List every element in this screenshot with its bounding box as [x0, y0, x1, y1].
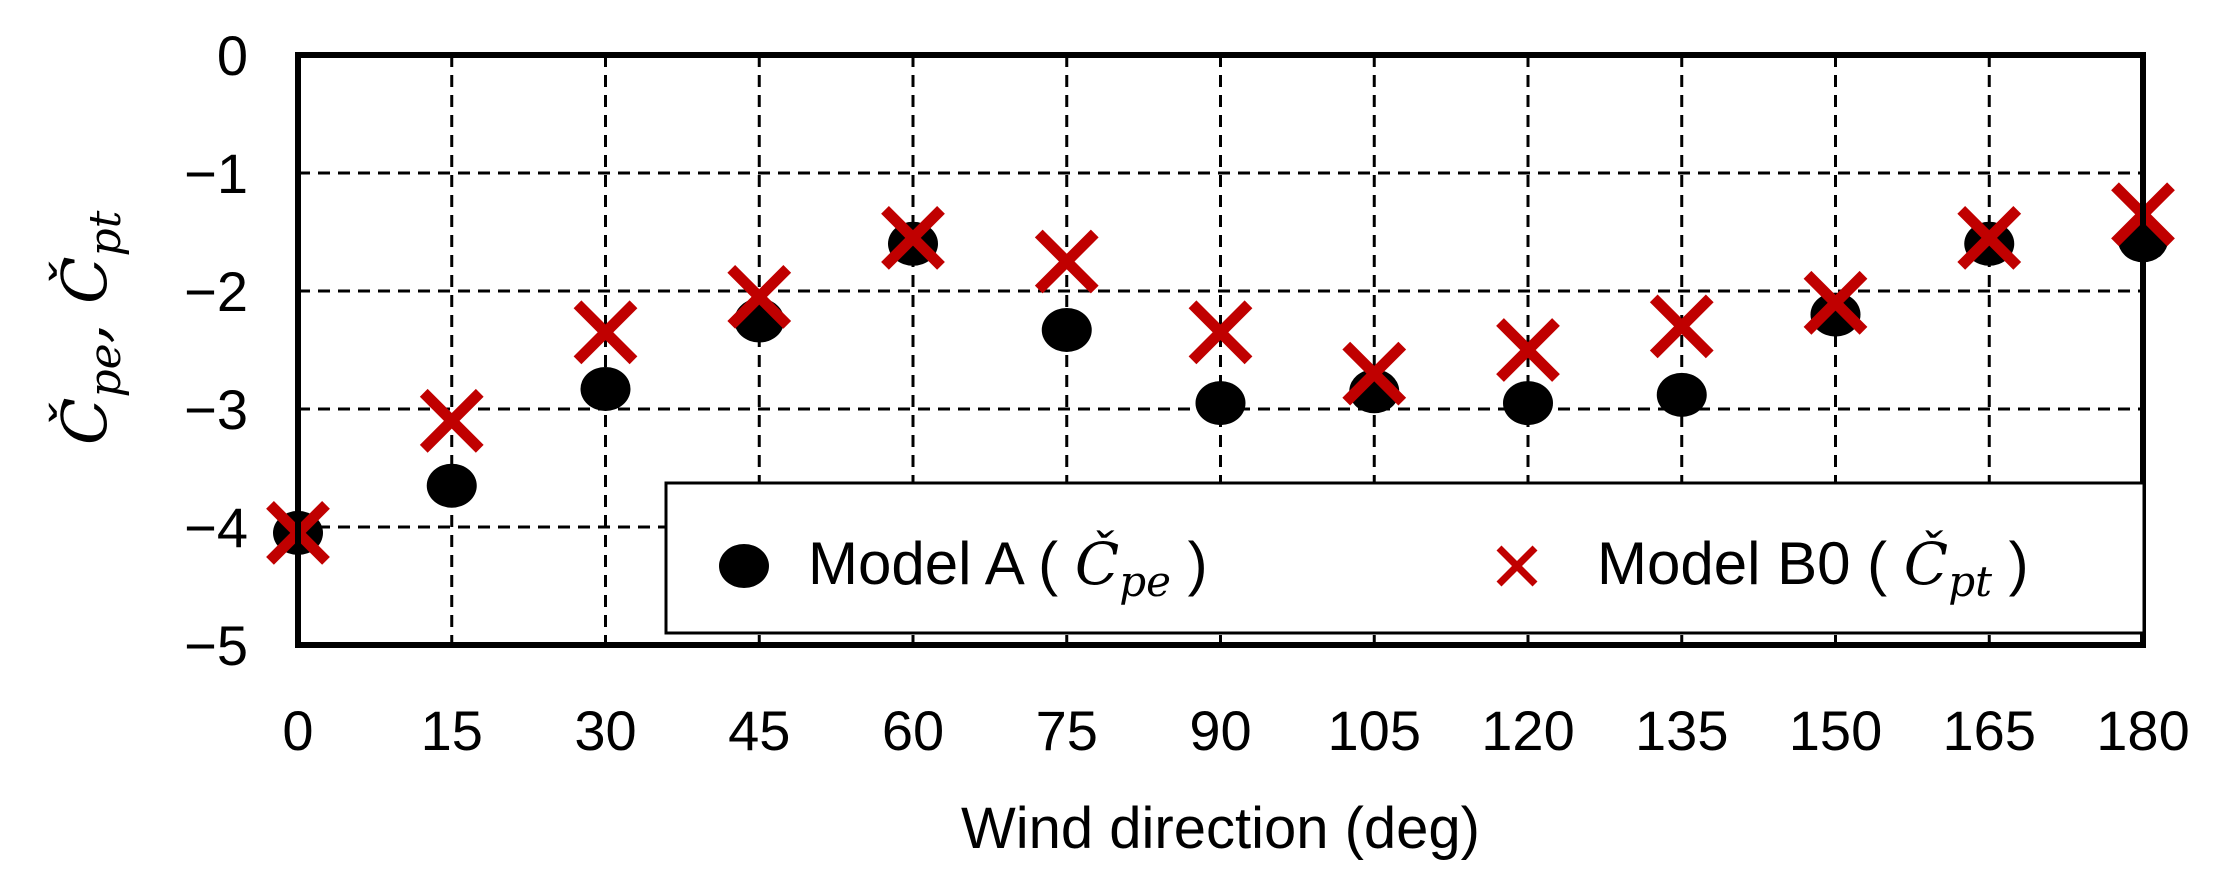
- y-tick-label: −5: [184, 614, 248, 677]
- y-axis-title-c2-sub: pt: [80, 210, 131, 256]
- x-tick-label: 15: [421, 699, 483, 762]
- legend: Model A ( Čpe ) Model B0 ( Čpt ): [664, 481, 2146, 635]
- x-tick-label: 105: [1328, 699, 1421, 762]
- point-model-b0: [1957, 206, 2022, 270]
- data-markers: [266, 182, 2175, 565]
- x-tick-label: 180: [2096, 699, 2189, 762]
- y-tick-label: −2: [184, 260, 248, 323]
- point-model-b0: [1034, 229, 1099, 294]
- y-tick-labels: 0 −1 −2 −3 −4 −5: [184, 24, 248, 677]
- x-tick-label: 135: [1635, 699, 1728, 762]
- svg-text:Čpe, Čpt: Čpe, Čpt: [48, 210, 131, 445]
- x-tick-label: 75: [1036, 699, 1098, 762]
- point-model-b0: [1496, 318, 1560, 382]
- x-tick-label: 0: [282, 699, 313, 762]
- y-tick-label: −1: [184, 142, 248, 205]
- y-tick-label: 0: [217, 24, 248, 87]
- point-model-a: [1656, 372, 1707, 417]
- legend-label-model-b0: Model B0 ( Čpt ): [1597, 530, 2029, 606]
- y-axis-title-c2: Č: [48, 256, 121, 303]
- y-axis-title-sep: ,: [48, 304, 121, 343]
- x-tick-label: 90: [1189, 699, 1251, 762]
- plot-area-frame: [295, 52, 2146, 648]
- point-model-b0: [881, 206, 945, 270]
- point-model-b0: [1342, 341, 1407, 406]
- y-axis-title-c1-sub: pe: [80, 343, 131, 397]
- x-axis-title: Wind direction (deg): [961, 796, 1480, 861]
- point-model-a: [1503, 381, 1553, 426]
- point-model-b0: [1649, 294, 1714, 359]
- point-model-b0: [1188, 300, 1253, 365]
- legend-marker-model-b0: [1496, 545, 1538, 587]
- point-model-a: [1041, 307, 1092, 352]
- x-tick-label: 150: [1789, 699, 1882, 762]
- point-model-b0: [727, 265, 792, 329]
- y-axis-title-c1: Č: [48, 398, 121, 445]
- point-model-a: [426, 463, 477, 508]
- x-tick-label: 165: [1943, 699, 2036, 762]
- y-tick-label: −4: [184, 496, 248, 559]
- x-tick-label: 45: [728, 699, 790, 762]
- point-model-b0: [1803, 270, 1868, 335]
- x-tick-labels: 0 15 30 45 60 75 90 105 120 135 150 165 180: [282, 699, 2189, 762]
- legend-label-model-a: Model A ( Čpe ): [808, 530, 1208, 606]
- legend-circle-marker: [719, 544, 769, 588]
- y-tick-label: −3: [184, 378, 248, 441]
- x-tick-label: 120: [1481, 699, 1574, 762]
- x-tick-label: 60: [882, 699, 944, 762]
- point-model-a: [1810, 292, 1861, 337]
- legend-marker-model-a: [719, 544, 769, 588]
- x-tick-label: 30: [574, 699, 636, 762]
- point-model-b0: [573, 300, 638, 365]
- point-model-a: [1195, 381, 1246, 426]
- point-model-b0: [419, 388, 484, 453]
- y-axis-title: Čpe, Čpt: [48, 210, 131, 445]
- point-model-a: [580, 366, 631, 411]
- legend-box: [664, 481, 2146, 635]
